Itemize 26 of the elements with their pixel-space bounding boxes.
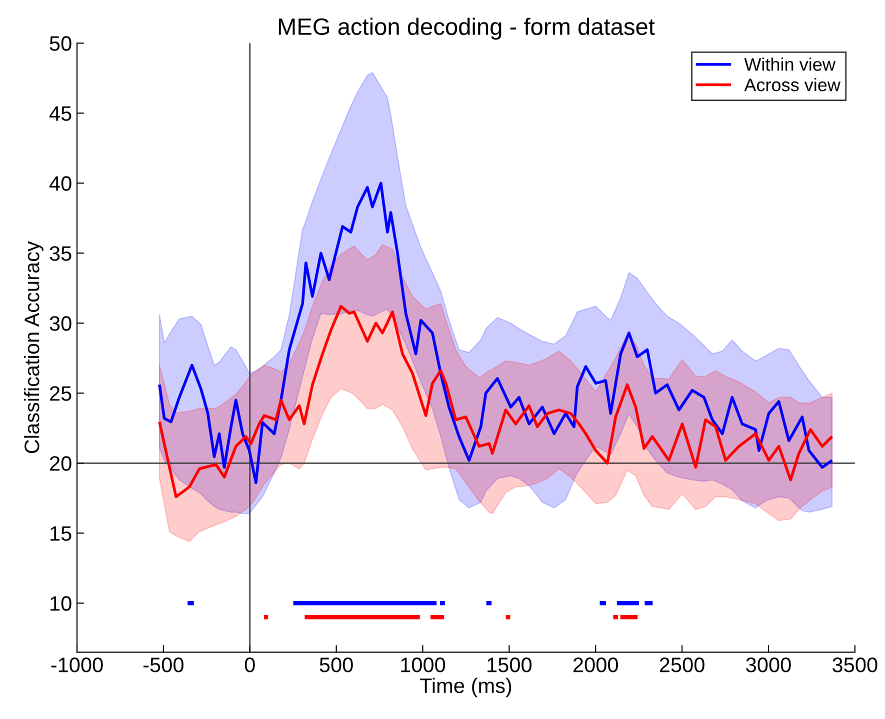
- x-tick-label: 2500: [660, 658, 704, 672]
- x-tick-label: 1500: [488, 658, 532, 672]
- x-tick-label: 3500: [832, 658, 878, 672]
- y-tick-label: 20: [50, 456, 72, 471]
- legend-label: Within view: [744, 58, 836, 71]
- x-tick-label: -1000: [51, 658, 103, 672]
- y-axis-title: Classification Accuracy: [24, 241, 44, 454]
- y-tick-label: 10: [50, 596, 72, 611]
- x-axis-title: Time (ms): [420, 678, 512, 698]
- y-tick-label: 15: [50, 526, 72, 541]
- x-tick-label: 2000: [573, 658, 618, 672]
- y-tick-label: 50: [50, 36, 72, 51]
- line-series: [158, 304, 834, 498]
- x-tick-label: 1000: [401, 658, 446, 672]
- x-tick-label: -500: [144, 658, 184, 672]
- x-tick-label: 500: [320, 658, 353, 672]
- y-tick-label: 40: [49, 176, 72, 191]
- x-tick-label: 3000: [746, 658, 791, 672]
- line-series: [158, 182, 834, 484]
- y-tick-label: 25: [50, 386, 72, 401]
- y-tick-label: 30: [50, 316, 72, 331]
- legend-label: Across view: [744, 78, 841, 92]
- x-tick-label: 0: [244, 658, 255, 672]
- y-tick-label: 35: [50, 246, 72, 261]
- y-tick-label: 45: [49, 106, 72, 121]
- chart-title: MEG action decoding - form dataset: [278, 18, 655, 40]
